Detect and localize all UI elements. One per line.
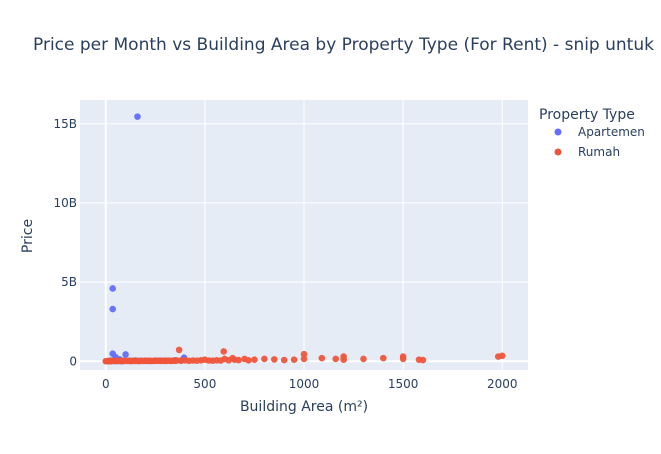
tick-layer: 0 500 1000 1500 2000 0 5B 10B 15B (53, 117, 517, 391)
point-rumah (340, 356, 347, 364)
point-rumah (399, 355, 407, 363)
x-tick-label: 1500 (388, 377, 419, 391)
point-apartemen (122, 351, 129, 358)
legend-marker-rumah (554, 148, 562, 156)
point-rumah (245, 357, 252, 364)
point-rumah (280, 356, 288, 364)
point-rumah (498, 352, 506, 360)
x-axis-title: Building Area (m²) (240, 399, 368, 415)
point-rumah (332, 355, 340, 363)
point-rumah (175, 346, 183, 354)
point-rumah (270, 356, 278, 363)
point-rumah (318, 354, 326, 362)
point-rumah (261, 355, 268, 363)
y-tick-label: 15B (53, 117, 77, 131)
chart-title: Price per Month vs Building Area by Prop… (33, 35, 654, 55)
point-apartemen (109, 285, 117, 292)
point-rumah (379, 354, 387, 362)
point-rumah (300, 355, 308, 363)
y-tick-label: 10B (53, 196, 77, 210)
x-tick-label: 1000 (289, 377, 320, 391)
point-rumah (300, 350, 308, 358)
x-tick-label: 500 (193, 377, 216, 391)
legend-item-apartemen[interactable]: Apartemen (554, 125, 645, 139)
points-layer (102, 113, 506, 365)
legend-label-apartemen: Apartemen (578, 125, 645, 139)
point-rumah (220, 348, 228, 355)
legend-item-rumah[interactable]: Rumah (554, 145, 621, 159)
point-apartemen (109, 305, 117, 313)
x-tick-label: 0 (102, 377, 110, 391)
y-tick-label: 0 (69, 354, 77, 368)
y-axis-title: Price (20, 219, 36, 253)
point-rumah (251, 356, 258, 364)
point-rumah (360, 355, 367, 363)
x-tick-label: 2000 (487, 377, 518, 391)
point-rumah (290, 356, 298, 364)
point-rumah (419, 356, 427, 364)
point-rumah (235, 356, 242, 364)
legend-title: Property Type (539, 107, 635, 123)
legend-marker-apartemen (554, 128, 562, 136)
legend-label-rumah: Rumah (578, 145, 620, 159)
point-apartemen (134, 113, 141, 120)
y-tick-label: 5B (61, 275, 77, 289)
legend: Property Type Apartemen Rumah (539, 107, 645, 159)
